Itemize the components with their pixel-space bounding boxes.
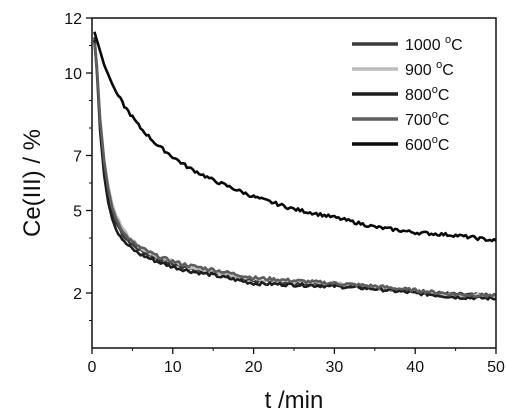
y-axis-title: Ce(III) / % (19, 129, 46, 237)
y-axis: 2 5 7 10 12 (64, 11, 92, 321)
x-tick-label: 20 (245, 359, 263, 376)
legend-label: 600oC (405, 134, 449, 154)
x-axis-title: t /min (265, 387, 324, 414)
y-tick-label: 7 (73, 149, 82, 166)
legend-label: 1000 oC (405, 34, 463, 54)
y-tick-label: 5 (73, 204, 82, 221)
x-tick-label: 40 (406, 359, 424, 376)
x-axis: 0 10 20 30 40 50 (88, 348, 505, 376)
legend: 1000 oC 900 oC 800oC 700oC 600oC (352, 34, 463, 154)
y-tick-label: 12 (64, 11, 82, 28)
x-tick-label: 0 (88, 359, 97, 376)
x-tick-label: 30 (326, 359, 344, 376)
y-tick-label: 10 (64, 66, 82, 83)
legend-label: 900 oC (405, 59, 454, 79)
x-tick-label: 50 (487, 359, 505, 376)
legend-label: 800oC (405, 84, 449, 104)
legend-label: 700oC (405, 109, 449, 129)
x-tick-label: 10 (164, 359, 182, 376)
y-tick-label: 2 (73, 286, 82, 303)
